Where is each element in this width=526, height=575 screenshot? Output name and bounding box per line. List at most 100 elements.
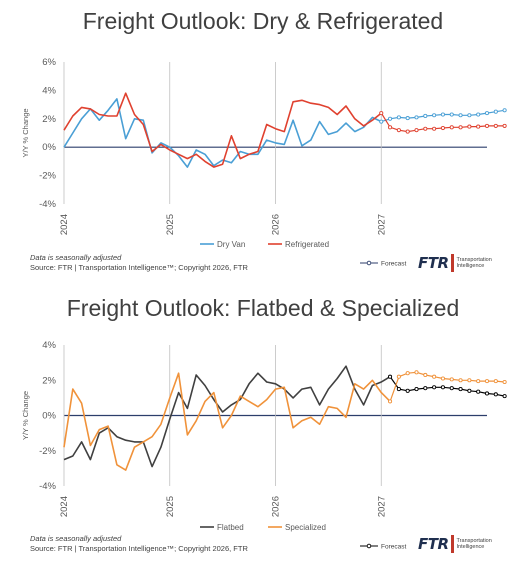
y-tick-label: 4% xyxy=(42,85,56,96)
forecast-legend-label: Forecast xyxy=(381,261,406,268)
legend-label: Dry Van xyxy=(217,240,245,249)
series-line-specialized xyxy=(63,372,391,471)
forecast-point xyxy=(467,113,472,118)
forecast-point xyxy=(484,123,490,128)
ftr-logo-mark: FTR xyxy=(418,254,449,272)
y-tick-label: -4% xyxy=(39,481,56,492)
forecast-point xyxy=(484,391,490,396)
forecast-point xyxy=(423,372,428,378)
forecast-legend-marker xyxy=(366,543,372,549)
x-tick-label: 2024 xyxy=(59,214,70,235)
forecast-point xyxy=(414,128,419,133)
y-axis-label: Y/Y % Change xyxy=(21,391,30,440)
forecast-point xyxy=(396,374,401,379)
forecast-point xyxy=(476,124,481,129)
y-tick-label: 4% xyxy=(42,340,56,351)
forecast-point xyxy=(493,392,498,397)
forecast-point xyxy=(467,378,472,383)
forecast-point xyxy=(396,115,401,120)
forecast-point xyxy=(493,123,498,128)
chart-title: Freight Outlook: Dry & Refrigerated xyxy=(82,8,444,34)
forecast-point xyxy=(502,394,507,399)
forecast-point xyxy=(388,399,393,404)
ftr-logo-bar xyxy=(450,535,454,553)
forecast-point xyxy=(502,379,507,385)
x-tick-label: 2025 xyxy=(165,214,176,235)
forecast-point xyxy=(458,378,463,383)
forecast-legend-marker xyxy=(366,260,372,266)
source-note: Source: FTR | Transportation Intelligenc… xyxy=(30,544,248,553)
forecast-point xyxy=(440,125,445,131)
x-tick-label: 2026 xyxy=(271,496,282,517)
forecast-point xyxy=(396,387,401,392)
forecast-point xyxy=(493,379,498,384)
y-tick-label: -2% xyxy=(39,446,56,457)
forecast-point xyxy=(432,113,437,118)
forecast-point xyxy=(405,129,410,134)
forecast-point xyxy=(467,124,472,129)
chart-title: Freight Outlook: Flatbed & Specialized xyxy=(66,295,460,321)
ftr-logo-subtitle: Transportation Intelligence xyxy=(457,257,492,270)
chart-panel-dry-refrigerated: Freight Outlook: Dry & Refrigerated -4% -… xyxy=(0,0,526,287)
legend-label: Refrigerated xyxy=(285,240,329,249)
forecast-point xyxy=(423,126,428,131)
forecast-point xyxy=(476,389,481,394)
y-tick-label: 2% xyxy=(42,114,56,125)
forecast-point xyxy=(458,125,463,130)
y-tick-label: 0% xyxy=(42,411,56,422)
forecast-point xyxy=(449,125,454,130)
forecast-point xyxy=(484,111,490,116)
ftr-logo-line2: Intelligence xyxy=(456,544,485,550)
forecast-line-specialized xyxy=(389,371,505,402)
ftr-logo-bar xyxy=(450,254,454,272)
y-tick-label: 2% xyxy=(42,375,56,386)
ftr-logo-line1: Transportation xyxy=(456,256,492,263)
forecast-point xyxy=(405,116,410,121)
x-tick-label: 2026 xyxy=(271,214,282,235)
legend-label: Flatbed xyxy=(217,523,244,532)
x-tick-label: 2027 xyxy=(376,214,387,235)
x-tick-label: 2025 xyxy=(165,496,176,517)
forecast-point xyxy=(502,123,507,128)
chart-panel-flatbed-specialized: Freight Outlook: Flatbed & Specialized -… xyxy=(0,287,526,574)
forecast-point xyxy=(440,112,445,117)
series-line-refrigerated xyxy=(63,92,382,168)
forecast-point xyxy=(476,379,481,384)
seasonal-note: Data is seasonally adjusted xyxy=(30,253,122,262)
legend-label: Specialized xyxy=(285,523,326,532)
series-line-dry-van xyxy=(63,98,382,168)
ftr-logo-line2: Intelligence xyxy=(456,263,485,269)
forecast-point xyxy=(388,116,393,121)
source-note: Source: FTR | Transportation Intelligenc… xyxy=(30,263,248,272)
forecast-point xyxy=(414,370,419,375)
forecast-point xyxy=(502,108,507,113)
y-tick-label: 0% xyxy=(42,142,56,153)
forecast-point xyxy=(440,385,445,390)
forecast-point xyxy=(405,371,410,376)
forecast-point xyxy=(458,387,463,392)
forecast-point xyxy=(414,387,419,392)
forecast-point xyxy=(458,113,463,118)
ftr-logo: FTR Transportation Intelligence xyxy=(418,535,492,553)
forecast-point xyxy=(379,111,384,116)
y-tick-label: -2% xyxy=(39,171,56,182)
forecast-point xyxy=(449,112,454,117)
forecast-legend-label: Forecast xyxy=(381,544,406,551)
forecast-point xyxy=(405,388,410,393)
forecast-point xyxy=(484,379,490,384)
forecast-point xyxy=(493,109,498,114)
forecast-point xyxy=(388,374,393,379)
x-tick-label: 2024 xyxy=(59,496,70,517)
ftr-logo-line1: Transportation xyxy=(456,537,492,544)
forecast-point xyxy=(379,119,384,124)
y-axis-label: Y/Y % Change xyxy=(21,108,30,157)
forecast-point xyxy=(432,126,437,131)
seasonal-note: Data is seasonally adjusted xyxy=(30,534,122,543)
forecast-point xyxy=(388,125,393,130)
forecast-point xyxy=(414,115,419,120)
forecast-point xyxy=(423,386,428,391)
forecast-point xyxy=(396,128,401,133)
chart-flatbed-specialized: -4% -2% 0% 2% 4% Y/Y % Change 2024 2025 2026 2027… xyxy=(21,340,507,551)
y-tick-label: 6% xyxy=(42,57,56,68)
forecast-point xyxy=(449,377,454,382)
